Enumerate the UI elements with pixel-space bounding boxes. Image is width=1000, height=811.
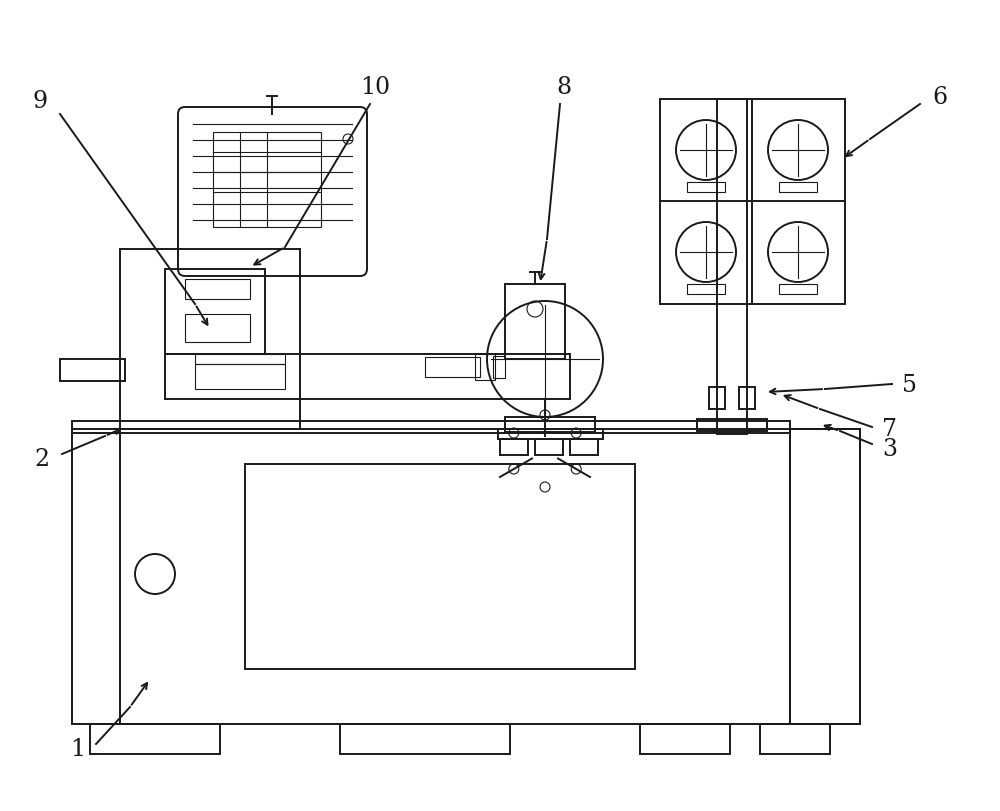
Text: 6: 6 (932, 87, 948, 109)
Bar (697, 419, 767, 431)
Text: 10: 10 (360, 75, 390, 98)
Bar (717, 100, 747, 435)
Bar (165, 270, 265, 354)
Bar (72, 430, 860, 724)
Bar (498, 430, 603, 440)
Bar (779, 285, 817, 294)
Bar (475, 354, 495, 380)
Bar (660, 100, 845, 305)
Bar (340, 724, 510, 754)
Bar (687, 285, 725, 294)
Text: 5: 5 (902, 373, 917, 396)
Bar (213, 133, 321, 228)
Bar (185, 280, 250, 299)
Bar (640, 724, 730, 754)
Bar (500, 440, 528, 456)
Bar (195, 354, 285, 365)
Bar (493, 357, 505, 379)
Bar (760, 724, 830, 754)
Bar (790, 430, 860, 724)
Text: 2: 2 (34, 448, 50, 471)
Text: 8: 8 (556, 75, 572, 98)
Bar (535, 440, 563, 456)
Bar (570, 440, 598, 456)
Bar (165, 354, 570, 400)
Bar (425, 358, 480, 378)
Bar (505, 285, 565, 359)
Bar (245, 465, 635, 669)
Bar (185, 315, 250, 342)
Bar (779, 182, 817, 193)
Bar (687, 182, 725, 193)
Bar (72, 422, 790, 433)
Text: 9: 9 (32, 90, 48, 114)
Text: 3: 3 (882, 438, 897, 461)
Text: 7: 7 (882, 418, 897, 441)
Bar (90, 724, 220, 754)
Bar (195, 365, 285, 389)
Text: 1: 1 (70, 737, 86, 761)
Bar (709, 388, 725, 410)
Bar (505, 418, 595, 432)
Bar (739, 388, 755, 410)
Bar (120, 250, 300, 430)
Bar (60, 359, 125, 381)
Bar (790, 430, 860, 724)
